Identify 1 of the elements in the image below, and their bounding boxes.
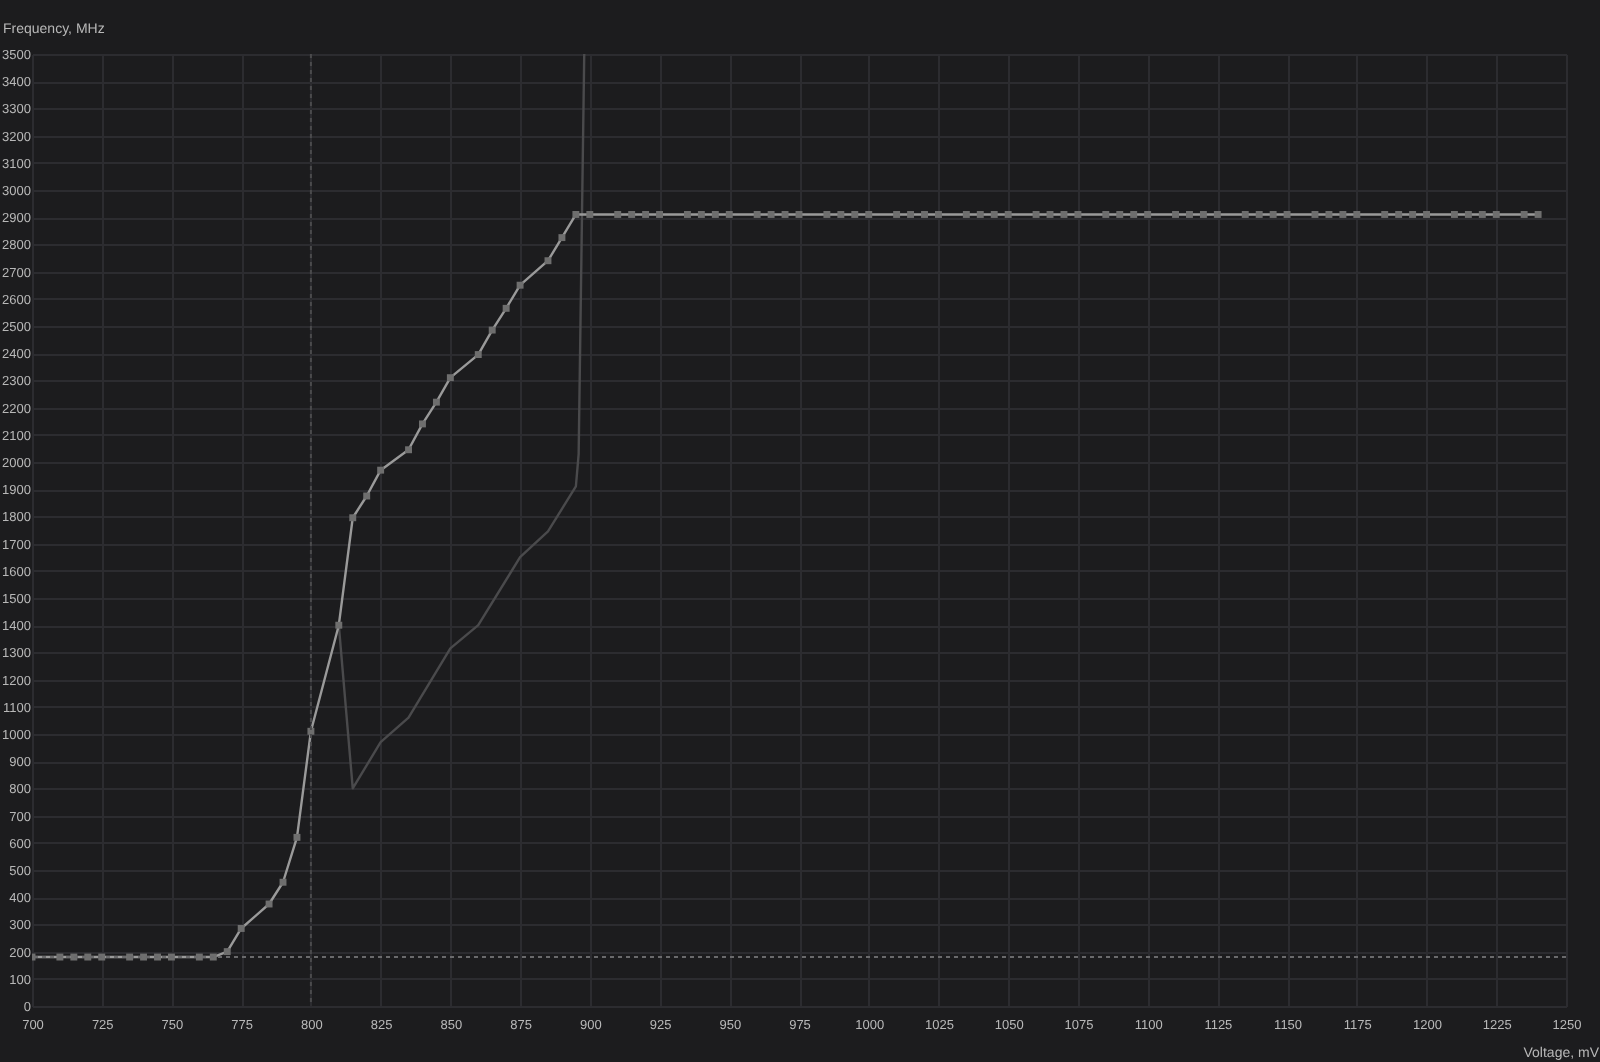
- line-series: [335, 54, 586, 790]
